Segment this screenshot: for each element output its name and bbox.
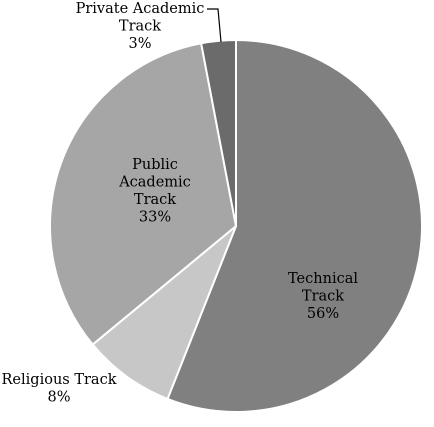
slice-label-line: 33% — [139, 210, 171, 226]
slice-label-line: Religious Track — [2, 372, 117, 388]
slice-label-2: Public Academic Track 33% — [118, 157, 191, 226]
slice-label-line: Track — [119, 19, 161, 35]
pie-labels: Technical Track 56%Religious Track 8%Public… — [2, 1, 359, 406]
slice-label-0: Technical Track 56% — [288, 271, 358, 322]
leader-line — [207, 8, 222, 43]
slice-label-3: Private Academic Track 3% — [76, 1, 205, 52]
pie-slice-2 — [49, 42, 238, 346]
pie-slice-3 — [199, 38, 237, 227]
slice-label-line: Technical — [288, 271, 358, 287]
slice-label-1: Religious Track 8% — [2, 372, 117, 406]
pie-slice-1 — [91, 225, 237, 401]
slice-label-line: 3% — [128, 36, 151, 52]
pie-slice-0 — [166, 38, 423, 413]
slice-label-line: Private Academic — [76, 1, 205, 17]
pie-slices — [49, 38, 423, 413]
slice-label-line: 8% — [47, 390, 70, 406]
slice-label-line: Track — [302, 289, 344, 305]
slice-label-line: 56% — [307, 306, 339, 322]
slice-label-line: Track — [134, 192, 176, 208]
slice-label-line: Public — [132, 157, 178, 173]
slice-label-line: Academic — [118, 175, 191, 191]
